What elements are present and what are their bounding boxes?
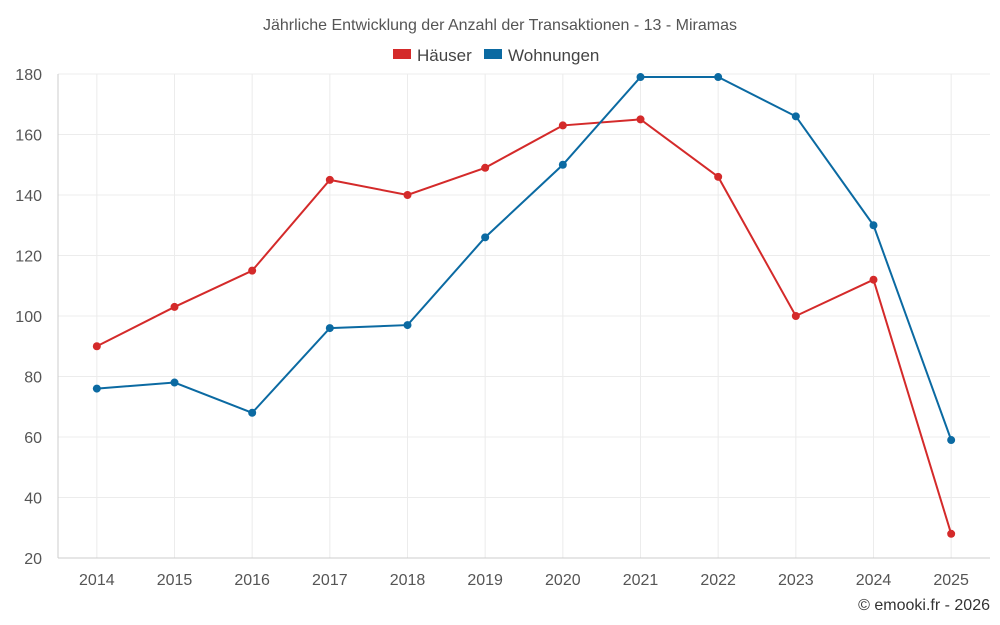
x-tick-label: 2021 <box>623 572 659 589</box>
series-wohnungen <box>92 73 956 445</box>
legend-swatch-wohnungen <box>484 49 502 59</box>
data-point-wohnungen[interactable] <box>92 384 101 393</box>
data-point-wohnungen[interactable] <box>791 112 800 121</box>
y-tick-label: 40 <box>24 491 42 508</box>
legend-label-wohnungen[interactable]: Wohnungen <box>508 46 599 65</box>
data-point-haeuser[interactable] <box>248 266 257 275</box>
series-haeuser <box>92 115 956 538</box>
data-point-haeuser[interactable] <box>403 191 412 199</box>
data-point-wohnungen[interactable] <box>481 233 490 242</box>
y-tick-label: 140 <box>15 188 42 205</box>
data-point-haeuser[interactable] <box>791 312 800 320</box>
data-point-wohnungen[interactable] <box>558 160 567 169</box>
x-tick-label: 2018 <box>390 572 426 589</box>
x-tick-label: 2025 <box>933 572 969 589</box>
x-tick-label: 2020 <box>545 572 581 589</box>
x-tick-label: 2023 <box>778 572 814 589</box>
data-point-haeuser[interactable] <box>947 529 956 538</box>
data-point-wohnungen[interactable] <box>170 378 179 387</box>
legend-label-haeuser[interactable]: Häuser <box>417 46 472 65</box>
data-point-haeuser[interactable] <box>714 172 723 181</box>
legend-swatch-haeuser <box>393 49 411 59</box>
y-tick-label: 120 <box>15 249 42 266</box>
data-point-wohnungen[interactable] <box>947 436 956 445</box>
x-tick-label: 2016 <box>234 572 270 589</box>
data-point-haeuser[interactable] <box>325 175 334 184</box>
y-tick-label: 20 <box>24 551 42 568</box>
data-point-wohnungen[interactable] <box>714 73 723 82</box>
data-point-haeuser[interactable] <box>869 275 878 284</box>
y-tick-label: 160 <box>15 128 42 145</box>
x-tick-label: 2014 <box>79 572 115 589</box>
y-tick-label: 60 <box>24 430 42 447</box>
data-point-haeuser[interactable] <box>92 342 101 351</box>
data-point-wohnungen[interactable] <box>403 321 412 330</box>
axes: 20 40 60 80 100 120 140 160 180 2014 2015 2016 2017 2… <box>15 67 990 589</box>
chart-title: Jährliche Entwicklung der Anzahl der Tra… <box>263 17 737 34</box>
series-line-wohnungen <box>96 76 953 441</box>
credit-text: © emooki.fr - 2026 <box>858 597 990 614</box>
series <box>92 73 956 538</box>
data-point-haeuser[interactable] <box>636 115 645 124</box>
y-tick-label: 180 <box>15 67 42 84</box>
x-tick-label: 2015 <box>157 572 193 589</box>
y-tick-label: 100 <box>15 309 42 326</box>
y-tick-label: 80 <box>24 370 42 387</box>
x-tick-label: 2022 <box>700 572 736 589</box>
series-line-haeuser <box>96 118 953 535</box>
data-point-wohnungen[interactable] <box>325 324 334 333</box>
data-point-haeuser[interactable] <box>170 302 179 311</box>
x-tick-label: 2019 <box>467 572 503 589</box>
data-point-wohnungen[interactable] <box>636 73 645 82</box>
data-point-haeuser[interactable] <box>481 163 490 172</box>
data-point-wohnungen[interactable] <box>869 221 878 230</box>
data-point-haeuser[interactable] <box>558 121 567 130</box>
x-tick-label: 2017 <box>312 572 348 589</box>
x-tick-label: 2024 <box>856 572 892 589</box>
data-point-wohnungen[interactable] <box>248 408 257 417</box>
legend[interactable]: Häuser Wohnungen <box>393 46 599 65</box>
